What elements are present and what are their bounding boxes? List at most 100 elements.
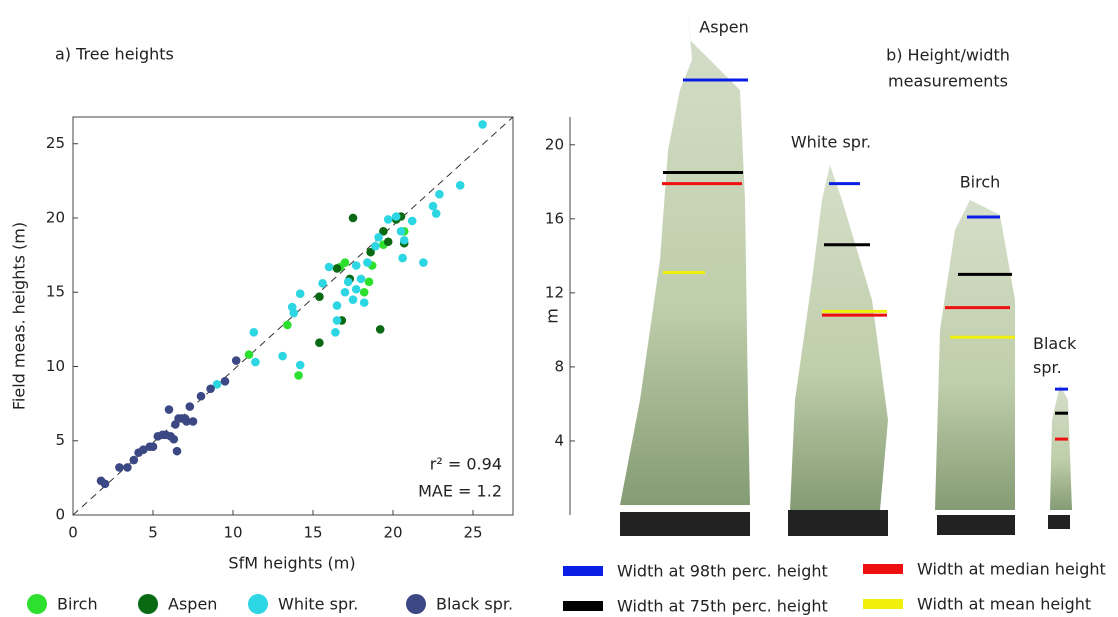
point	[244, 350, 254, 359]
point	[324, 262, 334, 272]
point	[399, 235, 409, 245]
x-tick-label: 15	[303, 524, 322, 542]
point	[351, 261, 361, 270]
point	[478, 120, 487, 129]
point	[340, 258, 350, 267]
point	[283, 320, 292, 330]
x-tick-label: 25	[463, 524, 482, 542]
legend-marker	[563, 566, 603, 576]
y-tick-label: 15	[46, 283, 65, 301]
point	[455, 181, 465, 190]
y-axis-label: m	[543, 308, 562, 324]
legend-label: Width at median height	[917, 560, 1106, 579]
point	[100, 479, 110, 489]
point	[196, 391, 206, 401]
point	[295, 360, 305, 370]
y-tick-label: 5	[55, 431, 65, 449]
point	[231, 356, 241, 365]
tree-label: White spr.	[791, 133, 871, 152]
point	[332, 316, 342, 325]
point	[115, 463, 124, 472]
tree-label: Black spr.	[1033, 334, 1077, 377]
point	[375, 325, 385, 334]
y-tick-label: 20	[545, 135, 564, 153]
point	[363, 258, 372, 267]
point	[294, 371, 303, 380]
x-tick-label: 10	[223, 524, 242, 542]
y-tick-label: 25	[46, 134, 65, 152]
legend-label: Width at 75th perc. height	[617, 597, 828, 616]
point	[172, 446, 182, 456]
point	[374, 232, 383, 242]
point	[315, 338, 324, 348]
point	[383, 237, 393, 247]
point	[419, 258, 428, 267]
x-axis-label: SfM heights (m)	[228, 554, 355, 573]
point	[383, 215, 393, 224]
point	[169, 434, 179, 444]
point	[391, 212, 401, 221]
point	[148, 442, 158, 451]
point	[359, 298, 369, 307]
tree-label: Aspen	[699, 18, 748, 37]
point	[164, 405, 174, 414]
point	[212, 380, 222, 389]
y-axis-label: Field meas. heights (m)	[10, 222, 29, 410]
x-tick-label: 5	[148, 524, 158, 542]
point	[348, 295, 358, 304]
point	[435, 189, 444, 199]
y-tick-label: 20	[46, 208, 65, 226]
point	[371, 241, 380, 251]
y-tick-label: 4	[554, 431, 564, 449]
legend-marker	[406, 594, 426, 614]
point	[331, 328, 340, 337]
y-tick-label: 16	[545, 209, 564, 227]
point	[364, 277, 374, 287]
tree-label: Birch	[960, 173, 1001, 192]
point	[185, 402, 195, 411]
point	[129, 455, 139, 465]
legend-marker	[563, 601, 603, 611]
point	[356, 274, 366, 284]
point	[295, 289, 305, 299]
legend-label: Width at mean height	[917, 595, 1091, 614]
legend-marker	[863, 599, 903, 609]
point	[398, 253, 407, 263]
point	[251, 357, 260, 367]
tree-clouds	[620, 12, 1072, 510]
point	[278, 351, 287, 361]
point	[332, 264, 342, 273]
point	[351, 284, 361, 294]
x-tick-label: 20	[383, 524, 402, 542]
point	[206, 384, 215, 394]
point	[123, 463, 132, 472]
point	[428, 201, 438, 211]
point	[359, 287, 369, 297]
chart-title: b) Height/width	[886, 46, 1010, 65]
y-tick-label: 10	[46, 357, 65, 375]
point	[348, 213, 358, 223]
point	[340, 287, 350, 297]
x-tick-label: 0	[68, 524, 78, 542]
point	[139, 445, 148, 454]
legend-marker	[138, 594, 158, 614]
legend-marker	[27, 594, 47, 614]
point	[182, 417, 191, 426]
point	[366, 247, 375, 257]
point	[379, 227, 388, 236]
legend-label: Width at 98th perc. height	[617, 562, 828, 581]
point	[289, 308, 299, 318]
chart-title: measurements	[888, 72, 1008, 91]
legend-label: Black spr.	[436, 595, 513, 614]
point	[188, 417, 198, 426]
chart-title: a) Tree heights	[55, 45, 174, 64]
point	[431, 209, 441, 218]
point	[318, 279, 327, 288]
legend-label: Aspen	[168, 595, 217, 614]
y-tick-label: 12	[545, 283, 564, 301]
legend-marker	[248, 594, 268, 614]
point	[407, 216, 417, 226]
y-tick-label: 0	[55, 506, 65, 524]
